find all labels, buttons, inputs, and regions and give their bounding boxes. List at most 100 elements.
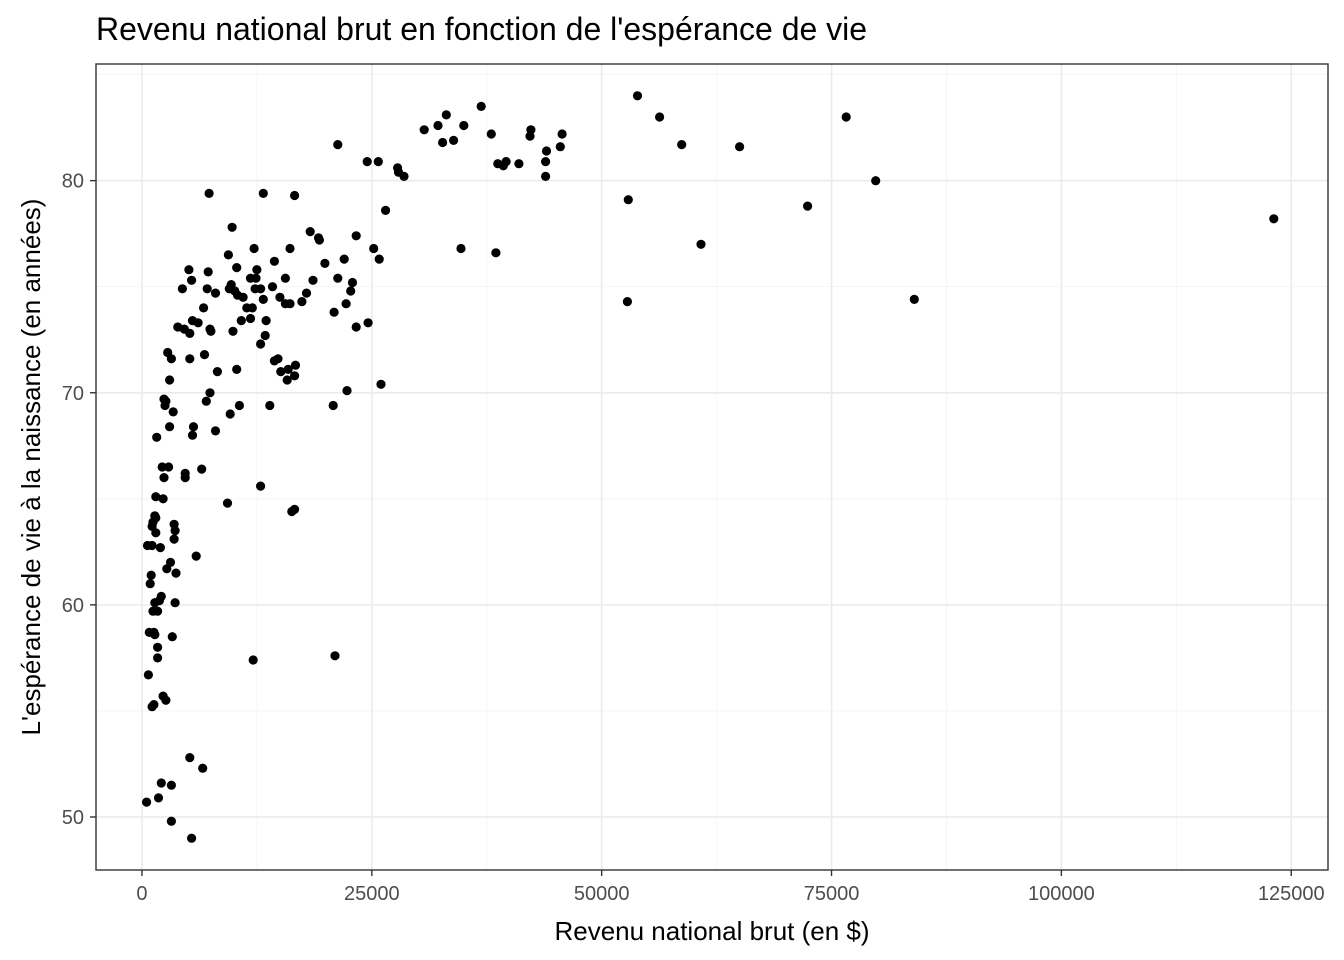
data-point	[210, 426, 221, 436]
data-point	[491, 248, 501, 258]
data-point	[187, 430, 198, 440]
x-tick-label: 75000	[804, 883, 860, 905]
data-point	[557, 129, 567, 139]
data-point	[339, 254, 349, 264]
data-point	[184, 265, 194, 275]
data-point	[623, 195, 633, 205]
data-point	[493, 159, 503, 169]
data-point	[351, 322, 361, 332]
data-point	[351, 231, 361, 241]
data-point	[163, 347, 173, 358]
data-point	[362, 157, 372, 167]
data-point	[381, 205, 391, 215]
data-point	[342, 386, 352, 396]
data-point	[232, 263, 242, 273]
data-point	[308, 275, 318, 285]
data-point	[285, 243, 295, 254]
data-point	[393, 163, 403, 173]
data-point	[363, 318, 373, 328]
data-point	[142, 540, 153, 551]
data-point	[159, 394, 169, 404]
data-point	[144, 627, 154, 638]
data-point	[622, 297, 633, 307]
x-tick-label: 0	[136, 883, 147, 905]
data-point	[433, 120, 443, 131]
data-point	[260, 330, 270, 341]
data-point	[222, 498, 233, 508]
data-point	[333, 273, 343, 283]
data-point	[290, 190, 300, 201]
grid-lines	[96, 64, 1328, 870]
x-tick-label: 125000	[1258, 883, 1325, 905]
x-axis-ticks: 0 25000 50000 75000 100000 125000	[136, 870, 1325, 905]
data-point	[188, 422, 199, 432]
data-point	[180, 473, 190, 483]
data-point	[147, 521, 157, 532]
data-point	[248, 655, 258, 665]
data-point	[449, 135, 459, 145]
data-point	[301, 288, 312, 298]
data-point	[166, 780, 176, 790]
data-point	[158, 494, 168, 504]
data-point	[169, 534, 179, 544]
data-point	[541, 171, 551, 181]
data-point	[153, 642, 163, 652]
data-point	[256, 481, 266, 491]
data-point	[151, 492, 161, 502]
data-point	[261, 316, 271, 326]
data-point	[191, 551, 201, 561]
data-point	[198, 763, 208, 773]
data-point	[210, 288, 221, 298]
data-point	[735, 142, 745, 152]
data-point	[199, 350, 210, 360]
data-point	[803, 201, 813, 211]
data-point	[252, 265, 262, 275]
x-tick-label: 25000	[344, 883, 400, 905]
data-point	[419, 125, 429, 135]
data-point	[346, 286, 356, 296]
data-point	[555, 142, 565, 152]
data-point	[177, 284, 187, 294]
data-point	[145, 579, 155, 589]
data-point	[164, 462, 174, 472]
data-point	[456, 243, 466, 254]
data-point	[269, 256, 279, 266]
data-point	[143, 670, 153, 680]
data-point	[632, 91, 643, 101]
data-point	[328, 400, 338, 411]
data-point	[265, 400, 275, 411]
data-point	[1269, 214, 1279, 224]
data-point	[165, 422, 175, 432]
data-point	[223, 250, 233, 260]
data-point	[158, 691, 168, 701]
data-point	[369, 243, 379, 254]
data-point	[185, 354, 195, 364]
data-point	[276, 367, 286, 377]
data-point	[170, 598, 180, 608]
data-point	[376, 379, 386, 389]
data-point	[165, 375, 175, 385]
data-point	[202, 284, 212, 294]
data-point	[225, 409, 235, 419]
x-axis-title: Revenu national brut (en $)	[554, 916, 869, 946]
data-point	[249, 243, 259, 254]
data-point	[486, 129, 496, 139]
plot-panel-border	[95, 63, 1329, 871]
data-point	[374, 254, 384, 264]
data-point	[290, 360, 301, 370]
data-point	[330, 651, 340, 661]
y-tick-label: 50	[62, 807, 84, 829]
data-point	[155, 543, 165, 553]
data-point	[841, 112, 851, 122]
data-point	[146, 570, 156, 580]
data-point	[329, 307, 339, 317]
data-point	[234, 400, 244, 411]
y-tick-label: 80	[62, 171, 84, 193]
data-point	[204, 188, 214, 198]
data-point	[153, 793, 164, 803]
data-point	[147, 702, 157, 712]
data-point	[256, 339, 266, 349]
data-point	[187, 833, 197, 843]
y-axis-title: L'espérance de vie à la naissance (en an…	[16, 199, 46, 736]
